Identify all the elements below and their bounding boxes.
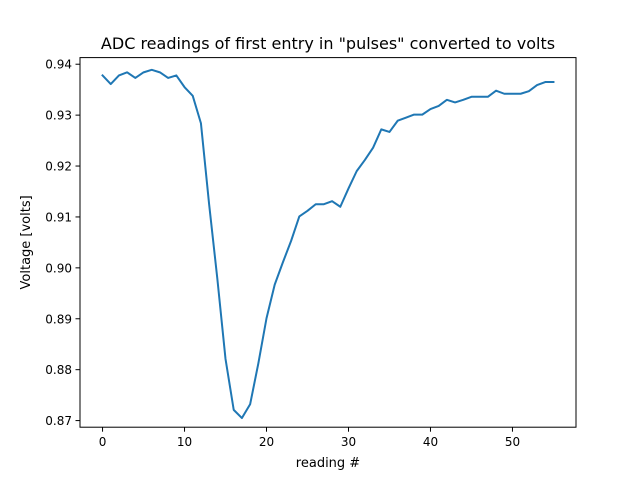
y-tick-label: 0.93 (45, 109, 72, 123)
y-tick-label: 0.91 (45, 210, 72, 224)
x-tick-label: 20 (259, 435, 274, 449)
y-axis-label: Voltage [volts] (19, 195, 34, 289)
y-tick-label: 0.90 (45, 261, 72, 275)
y-tick-label: 0.87 (45, 414, 72, 428)
x-tick-label: 10 (177, 435, 192, 449)
x-axis: 0 10 20 30 40 50 (99, 427, 520, 449)
y-axis: 0.87 0.88 0.89 0.90 0.91 0.92 0.93 0.94 (45, 58, 80, 428)
x-tick-label: 50 (505, 435, 520, 449)
y-tick-label: 0.92 (45, 160, 72, 174)
x-tick-label: 40 (423, 435, 438, 449)
y-tick-label: 0.88 (45, 363, 72, 377)
x-tick-label: 30 (341, 435, 356, 449)
axes-frame (79, 57, 577, 428)
x-axis-label: reading # (296, 456, 360, 471)
y-tick-label: 0.89 (45, 312, 72, 326)
plot-area (101, 68, 555, 420)
chart-title: ADC readings of first entry in "pulses" … (101, 34, 555, 53)
x-tick-label: 0 (99, 435, 107, 449)
y-tick-label: 0.94 (45, 58, 72, 72)
series-line (101, 68, 555, 420)
